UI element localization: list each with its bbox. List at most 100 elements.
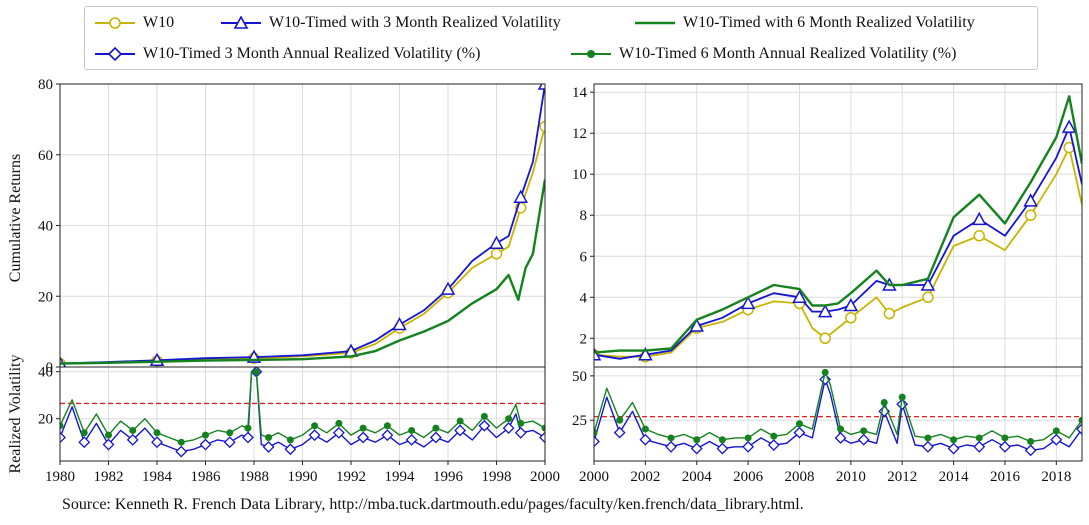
data-point (594, 429, 598, 437)
data-point (689, 318, 705, 332)
source-note: Source: Kenneth R. French Data Library, … (62, 496, 804, 513)
right-bottom-panel: 25 50 2000 2002 2004 2006 2008 2010 2012 2014 2016… (572, 366, 1083, 485)
data-point (223, 436, 236, 449)
data-point (129, 426, 137, 434)
y-tick-label: 20 (38, 412, 53, 428)
data-point (405, 433, 418, 446)
data-point (898, 393, 906, 401)
data-point (489, 235, 504, 249)
y-tick-label: 20 (38, 289, 53, 305)
data-point (262, 440, 275, 453)
data-point (1050, 433, 1063, 446)
data-point (1027, 437, 1035, 445)
data-point (332, 426, 345, 439)
x-tick-label: 2016 (990, 469, 1021, 485)
left-top-panel: 0 20 40 60 80 (38, 77, 546, 376)
data-point (60, 431, 66, 444)
legend-label: W10-Timed 6 Month Annual Realized Volati… (619, 45, 957, 62)
data-point (1078, 416, 1082, 424)
y-tick-label: 80 (38, 77, 53, 93)
data-point (513, 189, 529, 203)
x-tick-label: 2014 (939, 469, 970, 485)
x-tick-label: 2008 (784, 469, 814, 485)
legend: W10 W10-Timed with 3 Month Realized Vola… (84, 6, 1038, 70)
data-point (793, 426, 806, 439)
data-point (478, 419, 491, 432)
data-point (80, 429, 88, 437)
data-point (541, 424, 545, 432)
data-point (151, 436, 163, 449)
data-point (265, 434, 273, 441)
right-top-panel: 2 4 6 8 10 12 14 (572, 83, 1083, 368)
y-tick-label: 40 (38, 365, 53, 381)
data-point (767, 439, 780, 451)
plot-area (60, 84, 545, 367)
x-tick-label: 2000 (530, 469, 560, 485)
data-point (880, 398, 888, 406)
data-point (594, 435, 600, 448)
x-tick-label: 2000 (579, 469, 609, 485)
legend-label: W10-Timed 3 Month Annual Realized Volati… (143, 45, 481, 62)
data-point (1024, 444, 1037, 457)
data-point (177, 438, 185, 446)
data-point (921, 440, 934, 453)
data-point (102, 438, 115, 451)
data-point (973, 230, 986, 242)
data-point (947, 442, 960, 455)
y-tick-label: 0 (46, 360, 54, 376)
legend-line-marker-icon (635, 21, 675, 25)
data-point (175, 445, 188, 458)
data-point (357, 431, 370, 444)
y-tick-label: 60 (38, 148, 53, 164)
x-tick-label: 1994 (385, 469, 416, 485)
x-tick-label: 1986 (191, 469, 222, 485)
data-point (883, 307, 896, 320)
data-point (770, 432, 778, 440)
data-point (641, 425, 649, 433)
data-point (817, 304, 833, 318)
x-tick-label: 1996 (433, 469, 464, 485)
data-point (1023, 193, 1038, 207)
data-point (381, 429, 394, 442)
series-line (594, 126, 1082, 360)
data-point (539, 120, 545, 133)
data-point (505, 415, 513, 423)
data-point (537, 84, 545, 90)
legend-dot-marker-icon (571, 50, 611, 58)
data-point (429, 431, 442, 444)
left-bottom-panel: 20 40 1980 1982 1984 1986 1988 1990 1992 1994 1996… (38, 365, 560, 485)
data-point (950, 436, 958, 444)
x-tick-label: 2018 (1041, 469, 1071, 485)
data-point (517, 419, 525, 427)
data-point (821, 368, 829, 376)
data-point (126, 433, 139, 446)
y-tick-label: 10 (572, 167, 587, 183)
legend-item-timed3: W10-Timed with 3 Month Realized Volatili… (221, 12, 561, 34)
data-point (1076, 423, 1082, 435)
legend-item-vol6: W10-Timed 6 Month Annual Realized Volati… (571, 43, 956, 65)
legend-circle-marker-icon (95, 17, 135, 29)
legend-label: W10 (143, 14, 175, 31)
x-tick-label: 1990 (288, 469, 318, 485)
x-tick-label: 2010 (836, 469, 866, 485)
x-tick-label: 2002 (630, 469, 660, 485)
data-point (690, 442, 703, 455)
data-point (226, 429, 234, 437)
x-tick-label: 1984 (142, 469, 173, 485)
data-point (502, 422, 515, 435)
series-line (594, 146, 1082, 358)
legend-item-vol3: W10-Timed 3 Month Annual Realized Volati… (95, 43, 480, 65)
x-tick-label: 1980 (45, 469, 75, 485)
data-point (456, 417, 464, 425)
data-point (359, 424, 367, 432)
data-point (60, 422, 64, 430)
data-point (665, 440, 677, 453)
data-point (153, 429, 161, 437)
data-point (819, 332, 831, 345)
ylabel-cumulative-returns: Cumulative Returns (7, 154, 24, 282)
data-point (973, 440, 986, 453)
x-tick-label: 2006 (733, 469, 764, 485)
legend-label: W10-Timed with 6 Month Realized Volatili… (683, 14, 975, 31)
data-point (920, 277, 936, 291)
